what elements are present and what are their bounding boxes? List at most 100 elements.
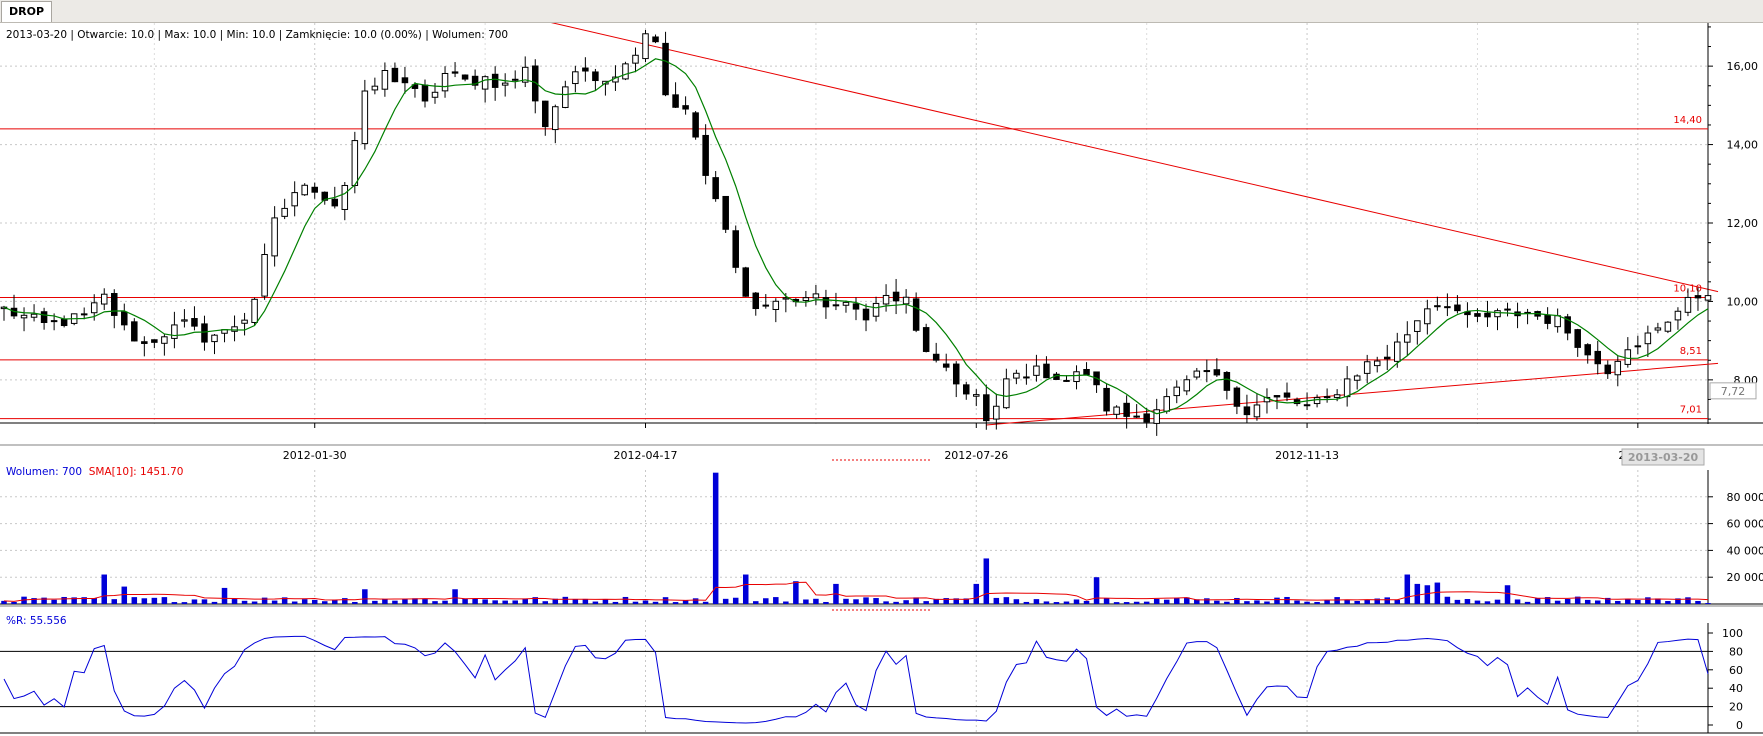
volume-bar bbox=[933, 598, 939, 604]
y-tick-label: 12,00 bbox=[1727, 217, 1759, 230]
volume-bar bbox=[1705, 603, 1711, 604]
volume-bar bbox=[91, 598, 97, 604]
candle-body bbox=[832, 304, 840, 307]
volume-bar bbox=[1093, 577, 1100, 604]
candle-body bbox=[1674, 310, 1682, 321]
candle-body bbox=[782, 297, 790, 300]
candle-body bbox=[872, 302, 880, 317]
candle-body bbox=[622, 63, 629, 80]
volume-bar bbox=[1123, 602, 1130, 604]
volume-bar bbox=[983, 558, 990, 604]
volume-bar bbox=[863, 597, 869, 604]
candle-body bbox=[1694, 295, 1702, 299]
volume-bar bbox=[522, 598, 528, 604]
candle-body bbox=[1383, 356, 1391, 360]
volume-bar bbox=[1194, 599, 1200, 604]
volume-bar bbox=[261, 597, 268, 604]
candle-body bbox=[1313, 397, 1321, 405]
candle-body bbox=[1253, 404, 1261, 418]
y-tick-label: 16,00 bbox=[1727, 60, 1759, 73]
volume-bar bbox=[1133, 601, 1140, 604]
candle-body bbox=[572, 71, 579, 85]
candle-body bbox=[371, 85, 379, 91]
candle-body bbox=[1153, 409, 1160, 424]
candle-body bbox=[902, 296, 910, 305]
candle-body bbox=[401, 77, 409, 84]
volume-bar bbox=[181, 602, 188, 604]
candle-body bbox=[822, 297, 830, 308]
candle-body bbox=[451, 71, 459, 74]
candle-body bbox=[1223, 371, 1231, 391]
volume-bar bbox=[1665, 601, 1671, 604]
volume-bar bbox=[241, 600, 248, 604]
level-label: 14,40 bbox=[1673, 115, 1702, 126]
volume-bar bbox=[1143, 601, 1150, 604]
candle-body bbox=[100, 293, 108, 305]
volume-bar bbox=[662, 597, 669, 604]
volume-bar bbox=[1173, 597, 1180, 604]
candle-body bbox=[1404, 334, 1411, 343]
volume-bar bbox=[171, 602, 178, 604]
volume-bar bbox=[71, 597, 77, 604]
candle-body bbox=[882, 294, 890, 305]
candle-body bbox=[1023, 376, 1030, 379]
candle-body bbox=[40, 311, 48, 323]
volume-bar bbox=[692, 598, 699, 604]
candle-body bbox=[1353, 375, 1361, 381]
candle-body bbox=[922, 327, 930, 352]
candle-body bbox=[1083, 368, 1090, 376]
volume-bar bbox=[1635, 599, 1641, 604]
volume-bar bbox=[582, 598, 589, 604]
volume-bar bbox=[1524, 601, 1531, 604]
candle-body bbox=[1373, 360, 1381, 367]
volume-info: Wolumen: 700 SMA[10]: 1451.70 bbox=[6, 466, 183, 478]
volume-bar bbox=[993, 597, 1000, 604]
candle-body bbox=[1323, 396, 1331, 399]
candle-body bbox=[50, 320, 58, 323]
volume-bar bbox=[1204, 598, 1210, 604]
volume-bar bbox=[1163, 599, 1170, 604]
candle-body bbox=[562, 86, 569, 108]
candle-body bbox=[1073, 371, 1080, 383]
candle-body bbox=[1233, 387, 1241, 407]
candle-body bbox=[1213, 369, 1221, 376]
volume-bar bbox=[672, 602, 679, 604]
volume-bar bbox=[1284, 596, 1290, 604]
volume-bar bbox=[1073, 599, 1080, 604]
candle-body bbox=[361, 90, 369, 145]
volume-bar bbox=[311, 599, 318, 604]
candle-body bbox=[211, 334, 218, 343]
volume-bar bbox=[793, 581, 799, 604]
volume-bar bbox=[572, 599, 579, 604]
candle-body bbox=[311, 186, 318, 193]
volume-bar bbox=[682, 600, 689, 604]
volume-bar bbox=[372, 600, 378, 604]
volume-bar bbox=[1304, 601, 1310, 604]
candle-body bbox=[201, 323, 208, 343]
volume-bar bbox=[913, 597, 919, 604]
volume-bar bbox=[783, 601, 789, 604]
y-tick-label: 60 bbox=[1729, 664, 1743, 677]
volume-bar bbox=[231, 599, 238, 604]
candle-body bbox=[1604, 364, 1612, 375]
trend-line bbox=[550, 23, 1719, 293]
y-tick-label: 0 bbox=[1736, 719, 1743, 732]
volume-bar bbox=[1685, 597, 1691, 604]
candle-body bbox=[983, 394, 990, 422]
volume-bar bbox=[1043, 601, 1050, 604]
tab-drop[interactable]: DROP bbox=[1, 1, 53, 22]
candle-body bbox=[1043, 363, 1050, 379]
volume-bar bbox=[1063, 601, 1070, 604]
volume-bar bbox=[1564, 598, 1571, 604]
candle-body bbox=[1193, 370, 1201, 378]
candle-body bbox=[271, 217, 278, 257]
candle-body bbox=[431, 91, 439, 98]
volume-bar bbox=[1615, 600, 1621, 604]
volume-bar bbox=[211, 601, 218, 604]
candle-body bbox=[1013, 372, 1020, 379]
volume-bar bbox=[392, 600, 398, 604]
volume-bar bbox=[382, 599, 388, 604]
candle-body bbox=[912, 298, 920, 331]
candle-body bbox=[802, 297, 810, 302]
y-tick-label: 100 bbox=[1722, 627, 1743, 640]
